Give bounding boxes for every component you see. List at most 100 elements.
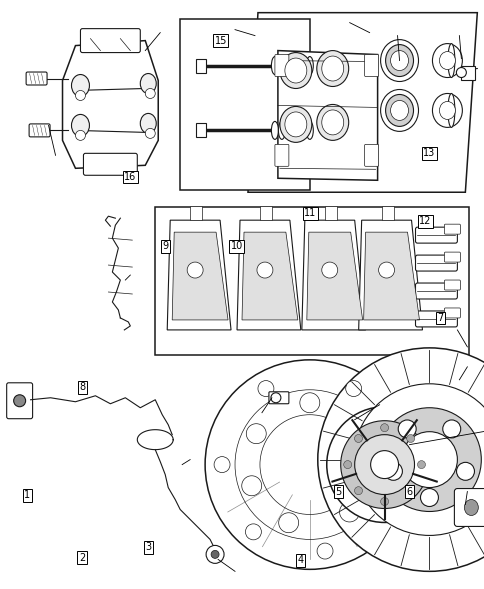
Polygon shape <box>172 232 227 320</box>
Polygon shape <box>62 41 158 168</box>
Bar <box>190 206 202 220</box>
FancyBboxPatch shape <box>443 224 459 234</box>
FancyBboxPatch shape <box>443 252 459 262</box>
Bar <box>196 58 206 72</box>
Ellipse shape <box>279 107 311 143</box>
Ellipse shape <box>439 52 454 70</box>
Polygon shape <box>247 13 476 192</box>
Ellipse shape <box>285 121 292 140</box>
Circle shape <box>299 393 319 413</box>
Ellipse shape <box>463 499 477 515</box>
FancyBboxPatch shape <box>415 311 456 327</box>
Ellipse shape <box>432 44 461 78</box>
Ellipse shape <box>299 57 306 75</box>
Ellipse shape <box>285 57 292 75</box>
Text: 2: 2 <box>79 552 85 562</box>
Circle shape <box>378 262 394 278</box>
Circle shape <box>417 461 424 469</box>
FancyBboxPatch shape <box>274 144 288 166</box>
Ellipse shape <box>385 94 413 127</box>
Text: 10: 10 <box>230 241 242 252</box>
FancyBboxPatch shape <box>29 124 50 137</box>
FancyBboxPatch shape <box>443 280 459 290</box>
Circle shape <box>339 502 359 522</box>
Circle shape <box>420 488 438 507</box>
Circle shape <box>370 451 398 479</box>
Circle shape <box>187 262 203 278</box>
Text: 16: 16 <box>124 172 136 182</box>
Circle shape <box>241 476 261 496</box>
Text: 12: 12 <box>418 216 431 226</box>
Text: 1: 1 <box>24 491 30 501</box>
Circle shape <box>76 91 85 101</box>
Circle shape <box>406 487 414 495</box>
FancyBboxPatch shape <box>415 283 456 299</box>
Ellipse shape <box>71 75 89 97</box>
Text: 5: 5 <box>334 487 341 497</box>
Polygon shape <box>277 51 377 180</box>
Circle shape <box>401 432 456 488</box>
FancyBboxPatch shape <box>7 383 32 419</box>
Bar <box>259 206 272 220</box>
Ellipse shape <box>292 57 299 75</box>
Circle shape <box>257 380 273 396</box>
Circle shape <box>377 501 393 517</box>
Bar <box>381 206 393 220</box>
Circle shape <box>384 462 402 480</box>
Text: 7: 7 <box>437 313 443 323</box>
Circle shape <box>377 408 480 511</box>
Polygon shape <box>237 220 300 330</box>
FancyBboxPatch shape <box>268 392 288 403</box>
Circle shape <box>14 395 26 407</box>
FancyBboxPatch shape <box>415 255 456 271</box>
Circle shape <box>76 130 85 140</box>
Bar <box>324 206 336 220</box>
Ellipse shape <box>380 39 418 81</box>
Text: 9: 9 <box>162 241 168 252</box>
Ellipse shape <box>284 112 306 137</box>
Circle shape <box>321 262 337 278</box>
Text: 4: 4 <box>297 555 303 565</box>
Ellipse shape <box>439 101 454 120</box>
Ellipse shape <box>140 74 156 94</box>
Circle shape <box>354 487 362 495</box>
Bar <box>460 65 474 80</box>
Ellipse shape <box>292 121 299 140</box>
Bar <box>196 124 206 137</box>
Circle shape <box>145 88 155 98</box>
Circle shape <box>343 461 351 469</box>
Ellipse shape <box>390 51 408 71</box>
Ellipse shape <box>316 51 348 87</box>
Ellipse shape <box>306 121 313 140</box>
Polygon shape <box>301 220 365 330</box>
Circle shape <box>442 420 460 438</box>
Circle shape <box>145 128 155 138</box>
FancyBboxPatch shape <box>443 308 459 318</box>
Ellipse shape <box>380 90 418 131</box>
Ellipse shape <box>447 44 454 78</box>
Circle shape <box>380 498 388 505</box>
FancyBboxPatch shape <box>454 488 484 527</box>
Polygon shape <box>306 232 362 320</box>
FancyBboxPatch shape <box>26 72 47 85</box>
Text: 11: 11 <box>303 209 316 219</box>
Circle shape <box>340 421 427 508</box>
FancyBboxPatch shape <box>80 29 140 52</box>
Polygon shape <box>358 220 422 330</box>
Circle shape <box>353 384 484 535</box>
Ellipse shape <box>71 114 89 137</box>
Circle shape <box>205 360 414 570</box>
Ellipse shape <box>284 58 306 83</box>
FancyBboxPatch shape <box>364 55 378 77</box>
Polygon shape <box>363 232 419 320</box>
Text: 8: 8 <box>80 382 86 392</box>
Ellipse shape <box>385 45 413 77</box>
Ellipse shape <box>316 104 348 140</box>
Ellipse shape <box>321 110 343 135</box>
Circle shape <box>257 262 272 278</box>
Circle shape <box>271 393 280 403</box>
Circle shape <box>326 407 441 522</box>
Circle shape <box>455 462 473 480</box>
FancyBboxPatch shape <box>364 144 378 166</box>
Circle shape <box>246 423 266 444</box>
